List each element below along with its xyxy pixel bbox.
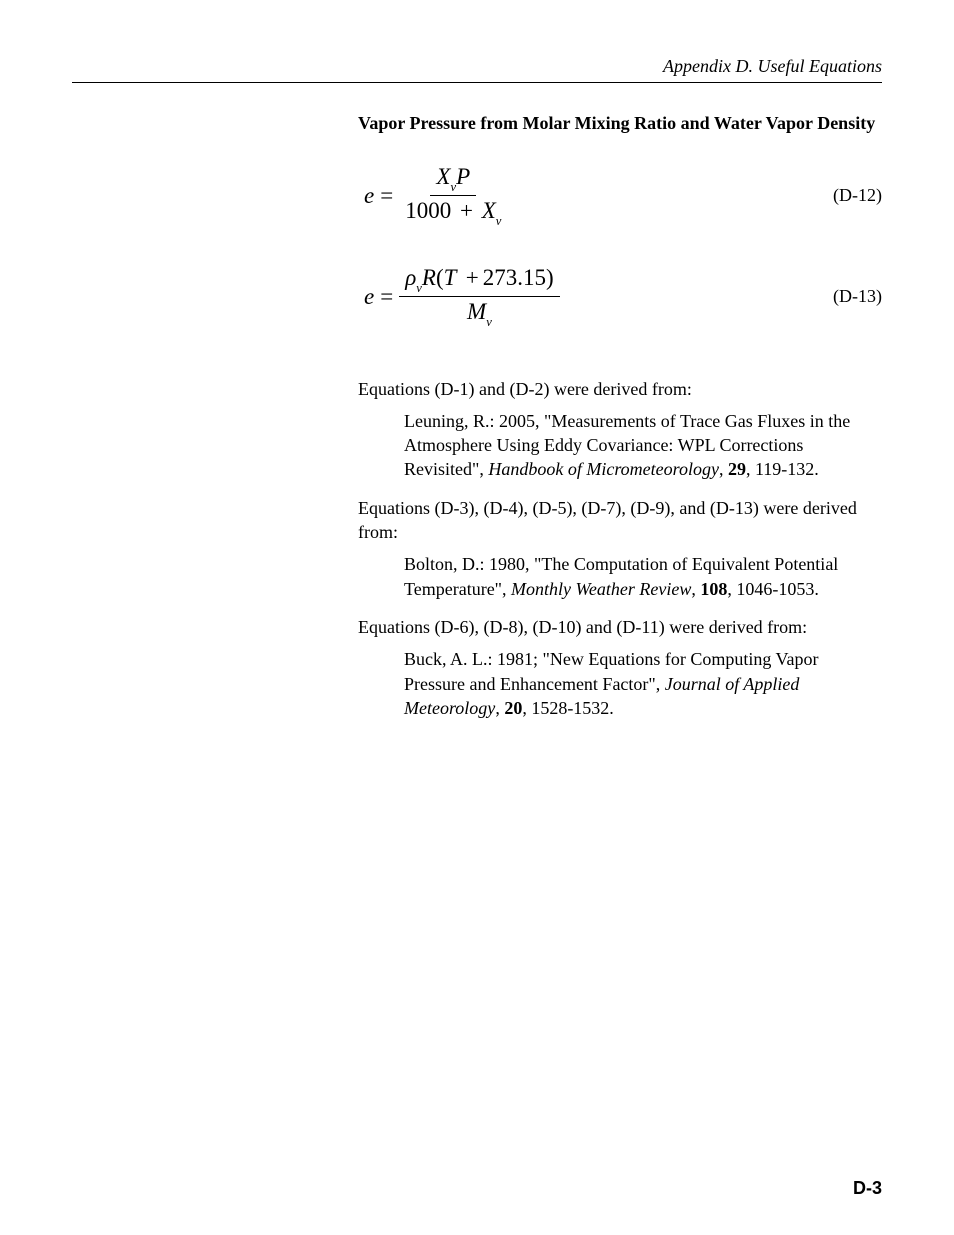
reference-3: Buck, A. L.: 1981; "New Equations for Co… xyxy=(404,647,882,720)
subscript-v: v xyxy=(450,180,456,194)
paren-close: ) xyxy=(546,265,554,290)
numerator: ρvR(T +273.15) xyxy=(399,263,559,297)
plus-sign: + xyxy=(460,198,473,223)
equation-d13-expr: e = ρvR(T +273.15) Mv xyxy=(364,263,560,330)
var-t: T xyxy=(444,265,456,290)
ref-intro-1: Equations (D-1) and (D-2) were derived f… xyxy=(358,377,882,401)
fraction: XvP 1000 + Xv xyxy=(399,162,507,229)
ref-text: , xyxy=(495,698,504,718)
reference-1: Leuning, R.: 2005, "Measurements of Trac… xyxy=(404,409,882,482)
equals-sign: = xyxy=(380,284,393,310)
ref-intro-3: Equations (D-6), (D-8), (D-10) and (D-11… xyxy=(358,615,882,639)
ref-text: , 1528-1532. xyxy=(522,698,614,718)
volume-number: 20 xyxy=(504,698,522,718)
paren-open: ( xyxy=(436,265,444,290)
var-rho: ρ xyxy=(405,265,416,290)
subscript-v: v xyxy=(486,315,492,329)
eq-lhs: e xyxy=(364,183,374,209)
eq-lhs: e xyxy=(364,284,374,310)
journal-title: Handbook of Micrometeorology xyxy=(488,459,719,479)
header-rule xyxy=(72,82,882,83)
ref-text: , 119-132. xyxy=(746,459,819,479)
var-xv: X xyxy=(436,164,450,189)
denominator: Mv xyxy=(461,297,498,330)
ref-text: , xyxy=(691,579,700,599)
subscript-v: v xyxy=(496,214,502,228)
equation-d12-expr: e = XvP 1000 + Xv xyxy=(364,162,507,229)
reference-2: Bolton, D.: 1980, "The Computation of Eq… xyxy=(404,552,882,601)
var-p: P xyxy=(456,164,470,189)
subscript-v: v xyxy=(416,281,422,295)
plus-sign: + xyxy=(466,265,479,290)
volume-number: 29 xyxy=(728,459,746,479)
ref-text: , 1046-1053. xyxy=(727,579,819,599)
equation-number: (D-13) xyxy=(833,286,882,307)
const-273: 273.15 xyxy=(483,265,546,290)
page-header: Appendix D. Useful Equations xyxy=(663,56,882,77)
content-area: Vapor Pressure from Molar Mixing Ratio a… xyxy=(358,113,882,726)
equals-sign: = xyxy=(380,183,393,209)
var-mv: M xyxy=(467,299,486,324)
equation-d13: e = ρvR(T +273.15) Mv (D-13) xyxy=(358,263,882,330)
section-title: Vapor Pressure from Molar Mixing Ratio a… xyxy=(358,113,882,134)
volume-number: 108 xyxy=(700,579,727,599)
equation-d12: e = XvP 1000 + Xv (D-12) xyxy=(358,162,882,229)
ref-intro-2: Equations (D-3), (D-4), (D-5), (D-7), (D… xyxy=(358,496,882,545)
ref-text: , xyxy=(719,459,728,479)
equation-number: (D-12) xyxy=(833,185,882,206)
fraction: ρvR(T +273.15) Mv xyxy=(399,263,559,330)
denominator: 1000 + Xv xyxy=(399,196,507,229)
numerator: XvP xyxy=(430,162,476,196)
journal-title: Monthly Weather Review xyxy=(511,579,691,599)
const-1000: 1000 xyxy=(405,198,451,223)
page-number: D-3 xyxy=(853,1178,882,1199)
var-r: R xyxy=(422,265,436,290)
var-xv: X xyxy=(482,198,496,223)
